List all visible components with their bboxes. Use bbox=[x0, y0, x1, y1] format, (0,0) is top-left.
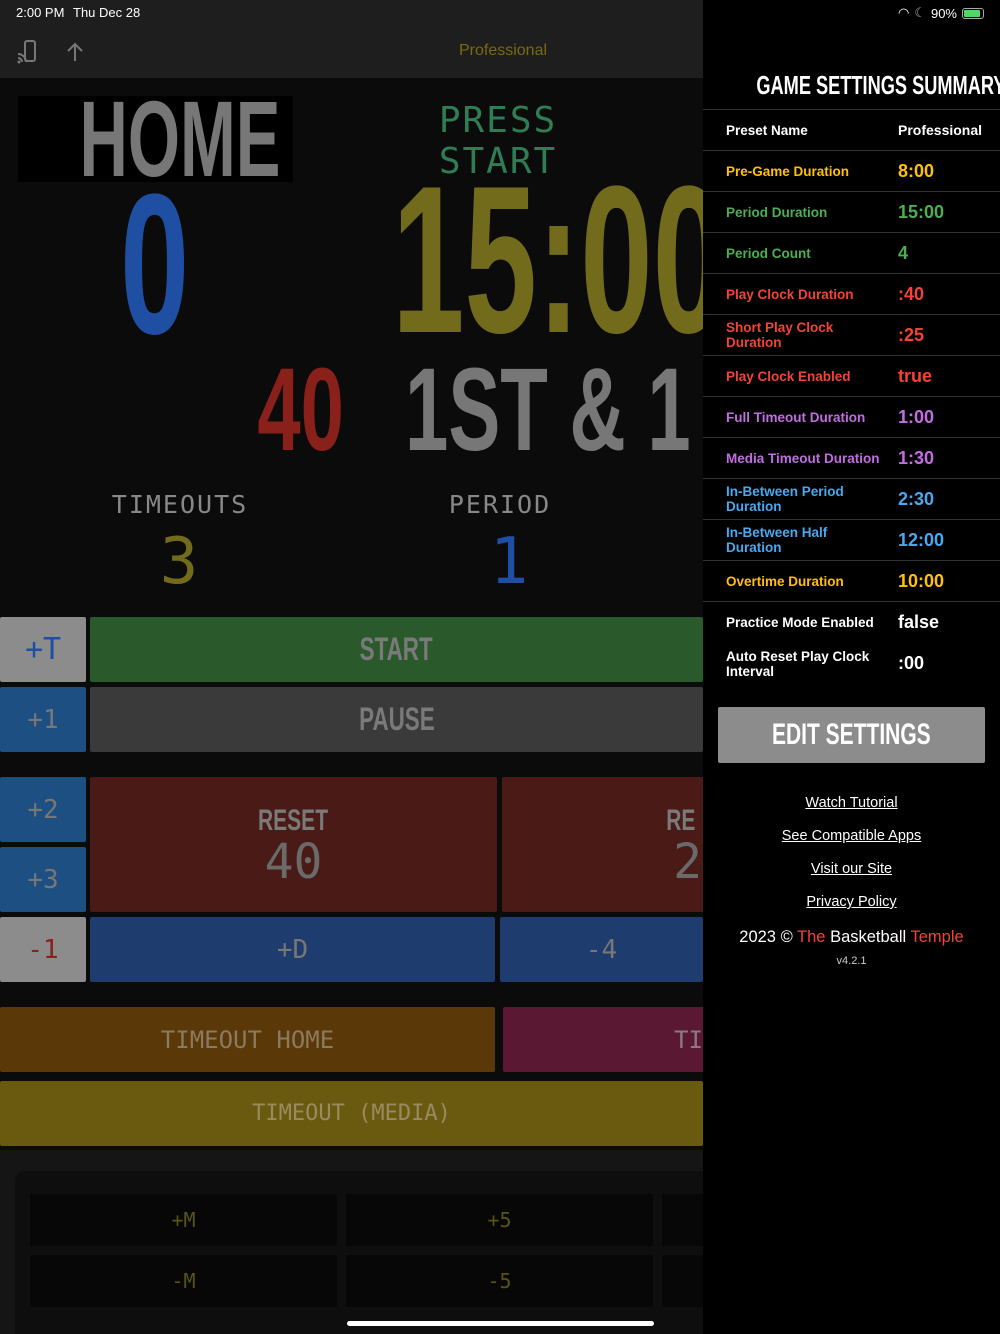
summary-row: Period Duration 15:00 bbox=[703, 192, 1000, 233]
home-indicator bbox=[347, 1321, 654, 1326]
row-label: Pre-Game Duration bbox=[726, 163, 850, 179]
row-value: 15:00 bbox=[898, 201, 945, 222]
minus-4-button[interactable]: -4 bbox=[500, 917, 703, 982]
message-display: PRESS START bbox=[438, 100, 558, 182]
summary-row: Overtime Duration 10:00 bbox=[703, 561, 1000, 602]
summary-row: Auto Reset Play Clock Interval :00 bbox=[703, 643, 1000, 684]
row-value: :25 bbox=[898, 324, 925, 345]
row-label: In-Between Half Duration bbox=[726, 525, 828, 555]
summary-row: Practice Mode Enabled false bbox=[703, 602, 1000, 643]
row-label: Short Play Clock Duration bbox=[726, 320, 834, 350]
team-name: HOME bbox=[79, 96, 281, 182]
summary-row: Short Play Clock Duration :25 bbox=[703, 315, 1000, 356]
adjust-button-partial[interactable] bbox=[662, 1194, 703, 1246]
visit-site-link[interactable]: Visit our Site bbox=[810, 861, 893, 877]
reset-40-button[interactable]: RESET 40 bbox=[90, 777, 497, 912]
row-value: true bbox=[898, 365, 933, 386]
arrow-up-icon[interactable] bbox=[66, 42, 84, 62]
down-distance[interactable]: 1ST & 1 bbox=[405, 344, 691, 476]
plus-2-button[interactable]: +2 bbox=[0, 777, 86, 842]
plus-5-button[interactable]: +5 bbox=[346, 1194, 653, 1246]
summary-title: GAME SETTINGS SUMMARY bbox=[756, 70, 1000, 100]
version: v4.2.1 bbox=[836, 955, 867, 967]
add-timeout-button[interactable]: +T bbox=[0, 617, 86, 682]
plus-down-button[interactable]: +D bbox=[90, 917, 495, 982]
timeout-away-button[interactable]: TI bbox=[503, 1007, 703, 1072]
row-value: 4 bbox=[898, 242, 909, 263]
wifi-icon: ◠ bbox=[897, 5, 910, 20]
settings-summary-panel: ◠ ☾ 90% GAME SETTINGS SUMMARY Preset Nam… bbox=[703, 0, 1000, 1334]
row-value: 8:00 bbox=[898, 160, 935, 181]
row-label: Full Timeout Duration bbox=[726, 409, 866, 425]
row-label: Period Count bbox=[726, 245, 811, 261]
status-date: Thu Dec 28 bbox=[73, 5, 141, 20]
summary-title-wrap: GAME SETTINGS SUMMARY bbox=[703, 70, 1000, 110]
summary-row: Pre-Game Duration 8:00 bbox=[703, 151, 1000, 192]
row-label: Practice Mode Enabled bbox=[726, 615, 874, 630]
play-clock[interactable]: 40 bbox=[257, 344, 344, 476]
timeout-media-button[interactable]: TIMEOUT (MEDIA) bbox=[0, 1081, 703, 1146]
row-label: In-Between Period Duration bbox=[726, 484, 844, 514]
summary-row: Media Timeout Duration 1:30 bbox=[703, 438, 1000, 479]
row-label: Media Timeout Duration bbox=[726, 450, 880, 466]
status-icons: ◠ ☾ 90% bbox=[898, 5, 984, 21]
row-value: 2:30 bbox=[898, 488, 935, 509]
row-value: Professional bbox=[898, 122, 983, 138]
battery-percent: 90% bbox=[930, 5, 957, 21]
row-label: Play Clock Enabled bbox=[726, 368, 851, 384]
timeouts-label: TIMEOUTS bbox=[111, 490, 249, 519]
row-label: Auto Reset Play Clock Interval bbox=[726, 648, 870, 679]
summary-row: In-Between Period Duration 2:30 bbox=[703, 479, 1000, 520]
copyright: 2023 © The Basketball Temple bbox=[739, 928, 964, 946]
row-label: Play Clock Duration bbox=[726, 286, 854, 302]
start-button[interactable]: START bbox=[90, 617, 703, 682]
team-name-box: HOME bbox=[18, 96, 293, 182]
plus-3-button[interactable]: +3 bbox=[0, 847, 86, 912]
pause-button[interactable]: PAUSE bbox=[90, 687, 703, 752]
row-label: Overtime Duration bbox=[726, 573, 844, 589]
plus-1-button[interactable]: +1 bbox=[0, 687, 86, 752]
minus-minute-button[interactable]: -M bbox=[30, 1255, 337, 1307]
minus-5-button[interactable]: -5 bbox=[346, 1255, 653, 1307]
edit-settings-button[interactable]: EDIT SETTINGS bbox=[718, 707, 985, 763]
privacy-policy-link[interactable]: Privacy Policy bbox=[806, 894, 897, 910]
row-value: 12:00 bbox=[898, 529, 945, 550]
summary-row: Play Clock Duration :40 bbox=[703, 274, 1000, 315]
row-value: 1:30 bbox=[898, 447, 935, 468]
timeouts-value: 3 bbox=[159, 525, 201, 599]
row-label: Preset Name bbox=[726, 122, 808, 138]
summary-row: Full Timeout Duration 1:00 bbox=[703, 397, 1000, 438]
summary-row: In-Between Half Duration 12:00 bbox=[703, 520, 1000, 561]
summary-row: Period Count 4 bbox=[703, 233, 1000, 274]
battery-icon bbox=[962, 7, 984, 19]
status-time: 2:00 PM bbox=[16, 5, 65, 20]
preset-title: Professional bbox=[458, 42, 548, 59]
row-value: 10:00 bbox=[898, 570, 945, 591]
row-value: :00 bbox=[898, 653, 925, 673]
period-value: 1 bbox=[489, 525, 531, 599]
reset-25-button[interactable]: RE 2 bbox=[502, 777, 703, 912]
game-clock[interactable]: 15:00 bbox=[392, 142, 703, 377]
score-display[interactable]: 0 bbox=[120, 153, 190, 376]
nav-bar: 2:00 PM Thu Dec 28 Professional bbox=[0, 0, 703, 78]
compatible-apps-link[interactable]: See Compatible Apps bbox=[781, 828, 922, 844]
summary-row: Preset Name Professional bbox=[703, 110, 1000, 151]
timeout-home-button[interactable]: TIMEOUT HOME bbox=[0, 1007, 495, 1072]
minus-1-button[interactable]: -1 bbox=[0, 917, 86, 982]
row-value: false bbox=[898, 612, 940, 632]
row-value: 1:00 bbox=[898, 406, 935, 427]
adjust-button-partial[interactable] bbox=[662, 1255, 703, 1307]
plus-minute-button[interactable]: +M bbox=[30, 1194, 337, 1246]
row-value: :40 bbox=[898, 283, 925, 304]
scoreboard-panel: 2:00 PM Thu Dec 28 Professional HOME PRE… bbox=[0, 0, 703, 1334]
moon-icon: ☾ bbox=[914, 5, 926, 20]
cast-icon[interactable] bbox=[17, 40, 39, 64]
summary-row: Play Clock Enabled true bbox=[703, 356, 1000, 397]
watch-tutorial-link[interactable]: Watch Tutorial bbox=[805, 795, 898, 811]
period-label: PERIOD bbox=[448, 490, 552, 519]
row-label: Period Duration bbox=[726, 204, 828, 220]
